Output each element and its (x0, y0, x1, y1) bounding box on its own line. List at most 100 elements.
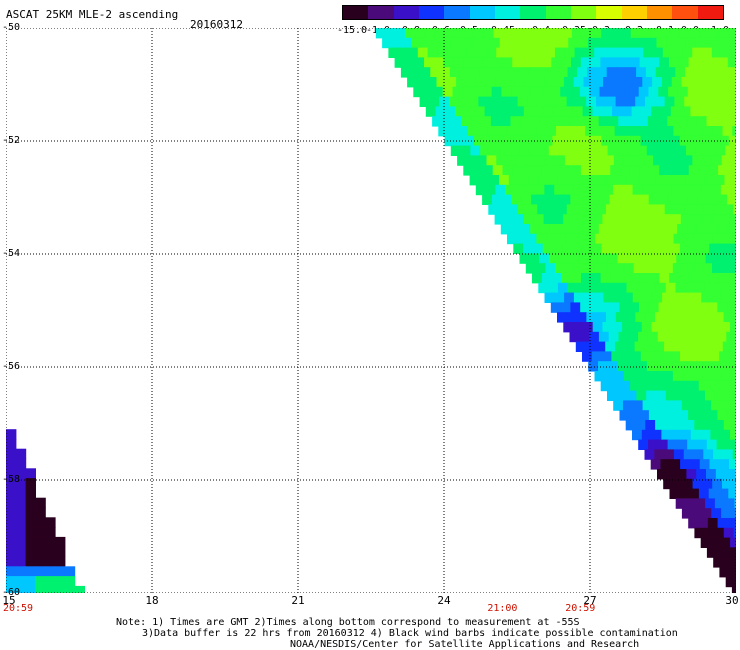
data-cell (458, 96, 470, 107)
data-cell (35, 585, 46, 593)
data-cell (672, 371, 684, 382)
data-cell (730, 537, 736, 548)
data-cell (610, 57, 621, 68)
data-cell (559, 116, 570, 127)
data-cell (710, 322, 721, 333)
data-cell (563, 322, 574, 333)
data-cell (569, 116, 580, 127)
data-cell (688, 380, 700, 392)
data-cell (6, 585, 17, 593)
data-cell (704, 312, 715, 323)
colorbar-segment (469, 6, 495, 19)
data-cell (606, 175, 618, 186)
data-cell (726, 224, 736, 235)
data-cell (711, 292, 722, 303)
data-cell (629, 410, 640, 421)
data-cell (687, 331, 698, 343)
data-cell (596, 67, 608, 78)
data-cell (657, 116, 668, 127)
data-cell (479, 67, 490, 78)
data-cell (695, 145, 707, 156)
data-cell (721, 47, 732, 58)
data-cell (414, 57, 425, 68)
data-cell (681, 400, 693, 411)
data-cell (706, 439, 718, 450)
data-cell (665, 390, 677, 401)
data-cell (15, 478, 27, 489)
data-cell (611, 28, 622, 39)
data-cell (514, 214, 525, 225)
data-cell (616, 175, 627, 186)
data-cell (535, 47, 546, 58)
data-cell (515, 155, 527, 166)
data-cell (632, 429, 643, 441)
data-cell (560, 302, 571, 313)
data-cell (674, 420, 686, 431)
data-cell (564, 155, 576, 166)
data-cell (649, 57, 660, 68)
data-cell (637, 145, 648, 156)
data-cell (530, 86, 542, 98)
data-cell (597, 175, 608, 186)
data-cell (585, 341, 596, 352)
data-cell (582, 351, 593, 362)
data-cell (587, 175, 598, 186)
data-cell (698, 380, 710, 392)
data-cell (537, 96, 548, 107)
data-cell (15, 468, 27, 479)
data-cell (543, 106, 554, 117)
data-cell (564, 292, 575, 303)
data-cell (394, 57, 405, 68)
data-cell (687, 224, 698, 235)
data-cell (560, 194, 571, 205)
data-cell (701, 77, 712, 88)
data-cell (596, 312, 607, 323)
data-cell (702, 371, 713, 382)
data-cell (457, 155, 468, 166)
data-cell (549, 116, 561, 127)
data-cell (641, 106, 652, 117)
data-cell (442, 86, 454, 98)
data-cell (420, 67, 431, 78)
data-cell (15, 527, 27, 538)
data-cell (631, 106, 642, 117)
data-cell (667, 439, 678, 450)
data-cell (666, 361, 677, 372)
data-cell (548, 175, 559, 186)
data-cell (507, 96, 519, 107)
data-cell (723, 557, 734, 568)
data-cell (25, 487, 36, 499)
data-cell (621, 135, 632, 147)
data-cell (735, 145, 736, 156)
data-cell (669, 28, 681, 39)
data-cell (494, 214, 505, 225)
data-cell (673, 233, 684, 245)
data-cell (508, 175, 520, 186)
data-cell (636, 37, 648, 49)
data-cell (496, 47, 507, 58)
data-cell (728, 243, 736, 254)
data-cell (684, 420, 695, 431)
data-cell (659, 165, 670, 176)
data-cell (728, 488, 736, 499)
data-cell (651, 322, 662, 333)
data-cell (545, 155, 556, 166)
data-cell (683, 126, 694, 137)
data-cell (606, 282, 618, 294)
data-cell (507, 233, 518, 245)
data-cell (633, 263, 644, 274)
data-cell (519, 37, 530, 49)
data-cell (601, 28, 612, 39)
data-cell (672, 155, 684, 166)
data-cell (722, 449, 734, 460)
data-cell (451, 116, 463, 127)
data-cell (498, 204, 509, 215)
data-cell (685, 282, 696, 294)
data-cell (658, 410, 670, 421)
data-cell (710, 429, 721, 441)
data-cell (653, 263, 664, 274)
data-cell (694, 312, 705, 323)
data-cell (471, 116, 482, 127)
data-cell (6, 517, 17, 528)
